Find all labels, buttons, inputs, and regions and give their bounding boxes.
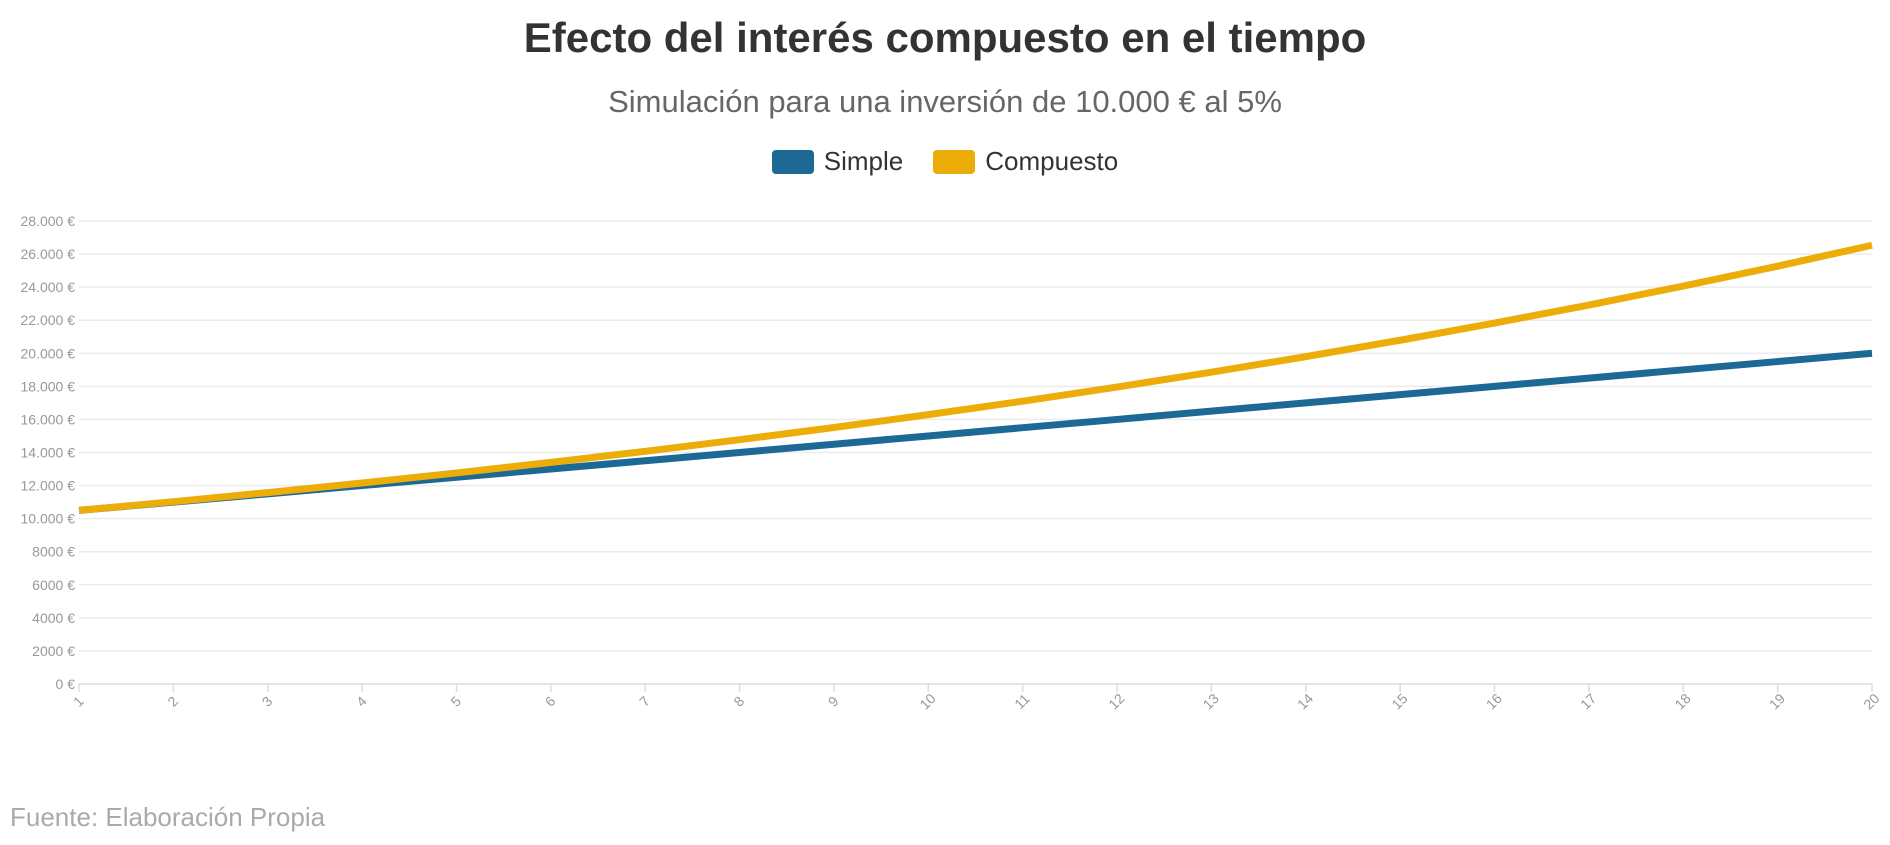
chart-subtitle: Simulación para una inversión de 10.000 … xyxy=(608,84,1282,119)
x-tick-label: 3 xyxy=(259,693,276,710)
x-tick-label: 14 xyxy=(1294,690,1316,712)
y-tick-label: 24.000 € xyxy=(21,279,76,295)
x-tick-label: 12 xyxy=(1105,690,1127,712)
y-tick-label: 18.000 € xyxy=(21,378,76,394)
x-tick-label: 20 xyxy=(1860,690,1882,712)
y-tick-label: 26.000 € xyxy=(21,246,76,262)
x-tick-label: 13 xyxy=(1200,690,1222,712)
x-tick-label: 1 xyxy=(70,693,87,710)
x-tick-label: 2 xyxy=(164,693,181,710)
x-tick-label: 10 xyxy=(916,690,938,712)
x-tick-label: 18 xyxy=(1671,690,1693,712)
y-tick-label: 12.000 € xyxy=(21,478,76,494)
x-tick-label: 8 xyxy=(730,693,747,710)
y-tick-label: 22.000 € xyxy=(21,312,76,328)
y-tick-label: 6000 € xyxy=(32,577,75,593)
y-tick-label: 28.000 € xyxy=(21,213,76,229)
y-tick-label: 0 € xyxy=(56,676,76,692)
y-tick-label: 20.000 € xyxy=(21,345,76,361)
y-tick-label: 4000 € xyxy=(32,610,75,626)
legend-item-simple[interactable]: Simple xyxy=(771,146,904,177)
x-tick-label: 15 xyxy=(1388,690,1410,712)
legend-swatch-compuesto xyxy=(933,149,976,174)
series-line-compuesto xyxy=(78,241,1873,514)
legend-label-compuesto: Compuesto xyxy=(985,146,1119,176)
x-tick-label: 11 xyxy=(1011,690,1033,712)
y-tick-label: 10.000 € xyxy=(21,511,76,527)
legend-label-simple: Simple xyxy=(823,146,904,176)
y-tick-label: 14.000 € xyxy=(21,445,76,461)
y-tick-label: 2000 € xyxy=(32,643,75,659)
source-note: Fuente: Elaboración Propia xyxy=(10,802,326,832)
x-tick-label: 7 xyxy=(636,693,653,710)
line-chart: 0 € 2000 € 4000 € 6000 € 8000 € 10.000 € 12.00… xyxy=(21,213,1883,712)
legend-item-compuesto[interactable]: Compuesto xyxy=(933,146,1118,177)
x-tick-label: 19 xyxy=(1766,690,1788,712)
x-tick-label: 16 xyxy=(1483,690,1505,712)
legend-swatch-simple xyxy=(771,149,814,174)
y-tick-label: 8000 € xyxy=(32,544,75,560)
legend: Simple Compuesto xyxy=(0,146,1890,177)
x-tick-label: 6 xyxy=(542,693,559,710)
x-tick-label: 9 xyxy=(825,693,842,710)
y-tick-label: 16.000 € xyxy=(21,411,76,427)
x-tick-label: 4 xyxy=(353,693,370,710)
x-tick-label: 17 xyxy=(1577,690,1599,712)
x-tick-label: 5 xyxy=(447,693,464,710)
chart-title: Efecto del interés compuesto en el tiemp… xyxy=(523,14,1367,61)
